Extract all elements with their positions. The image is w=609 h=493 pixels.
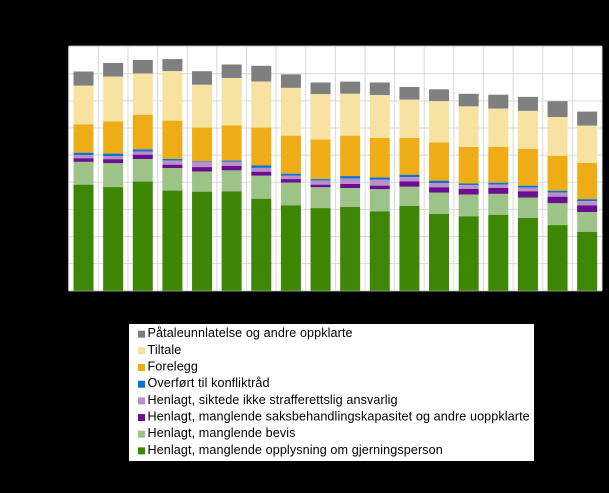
svg-text:Tiltale: Tiltale [148, 343, 182, 357]
svg-text:Overført til konfliktråd: Overført til konfliktråd [148, 376, 270, 390]
svg-text:Henlagt, manglende opplysning: Henlagt, manglende opplysning om gjernin… [148, 443, 443, 457]
svg-text:Påtaleunnlatelse og andre oppk: Påtaleunnlatelse og andre oppklarte [148, 326, 353, 340]
svg-text:Forelegg: Forelegg [148, 359, 199, 373]
svg-text:Henlagt, manglende bevis: Henlagt, manglende bevis [148, 426, 296, 440]
svg-text:Henlagt, siktede ikke straffer: Henlagt, siktede ikke strafferettslig an… [148, 393, 398, 407]
svg-text:Henlagt, manglende saksbehandl: Henlagt, manglende saksbehandlingskapasi… [148, 409, 530, 423]
